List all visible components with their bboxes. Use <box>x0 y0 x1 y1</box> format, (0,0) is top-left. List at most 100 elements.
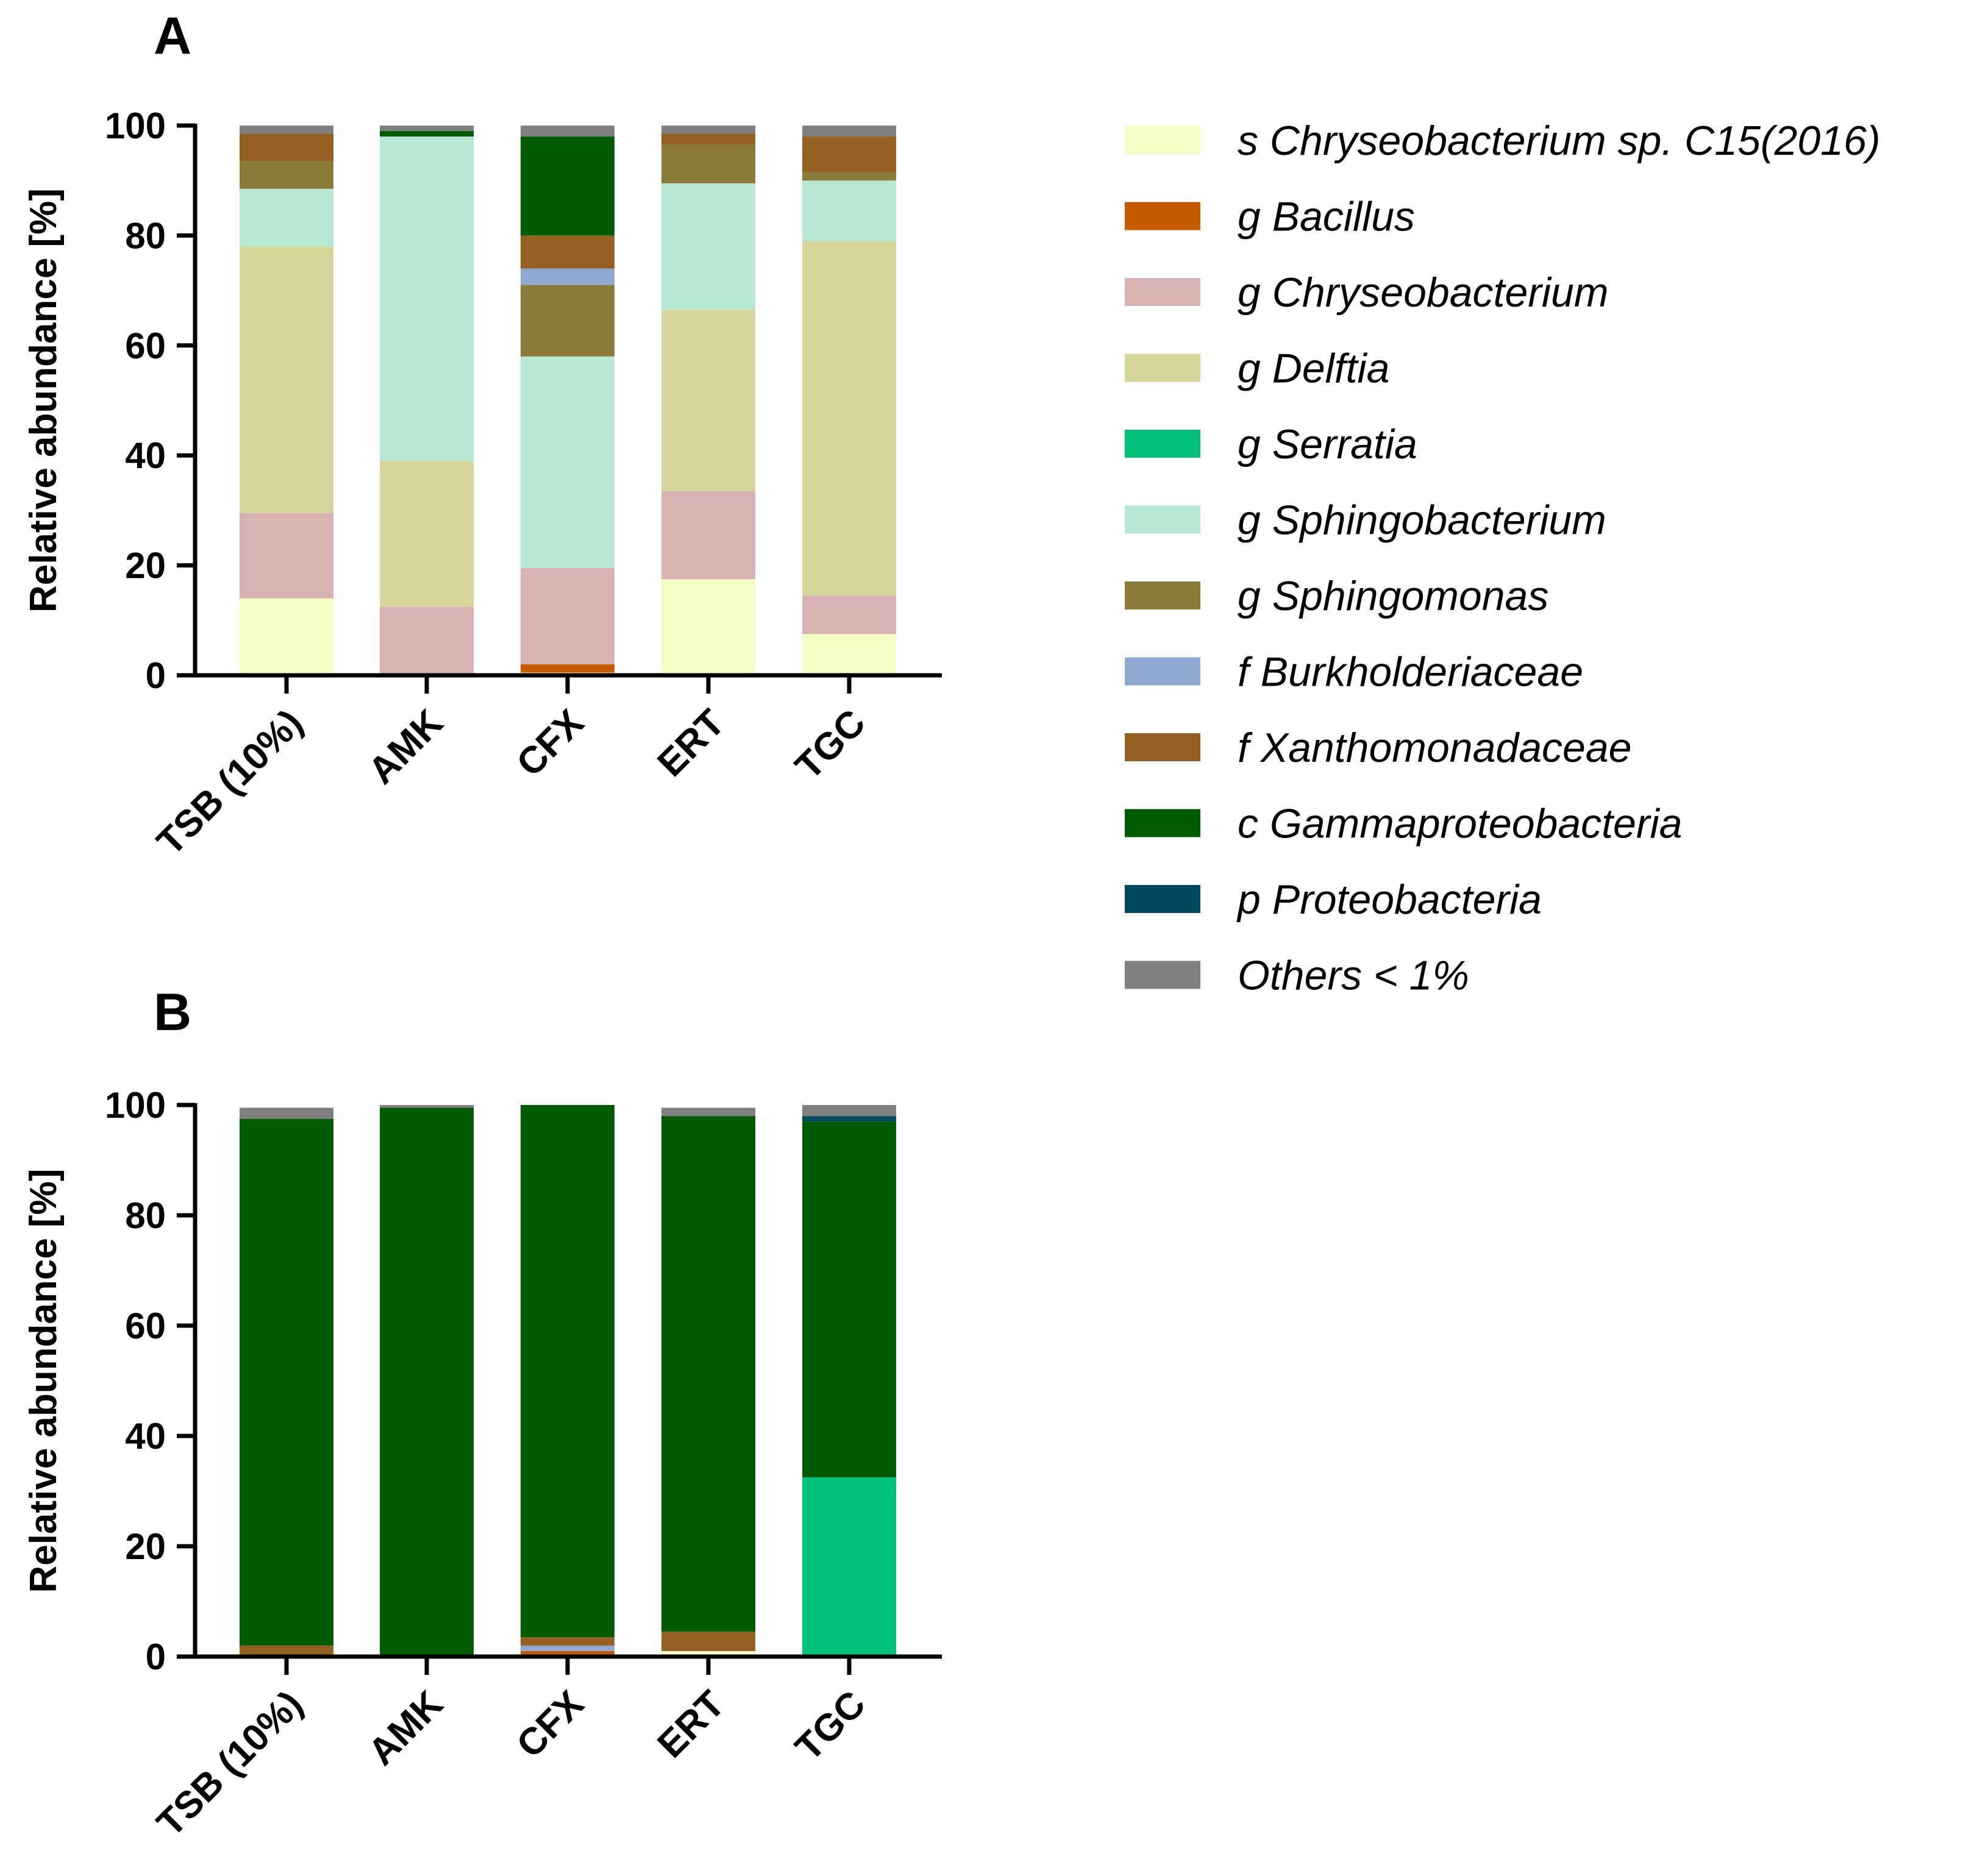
bar-segment-cfx-g-sphingomonas <box>521 285 615 357</box>
legend-label-g-serratia: g Serratia <box>1238 421 1417 467</box>
bar-segment-cfx-f-xanthomonadaceae <box>521 1637 615 1646</box>
bar-segment-amk-others-1 <box>380 126 474 132</box>
bar-segment-tgc-s-chryseobacterium-sp-c15-2016 <box>802 634 896 675</box>
bar-segment-cfx-c-gammaproteobacteria <box>521 1105 615 1638</box>
bar-segment-tsb-10-f-xanthomonadaceae <box>240 133 333 162</box>
y-tick-label: 80 <box>125 1195 166 1236</box>
y-tick-label: 20 <box>125 545 166 586</box>
bar-segment-cfx-c-gammaproteobacteria <box>521 137 615 236</box>
legend: s Chryseobacterium sp. C15(2016) g Bacill… <box>1125 118 1880 999</box>
bar-segment-cfx-g-bacillus <box>521 664 615 673</box>
legend-label-g-sphingobacterium: g Sphingobacterium <box>1238 497 1606 544</box>
bar-segment-tsb-10-c-gammaproteobacteria <box>240 1118 333 1646</box>
y-tick-label: 40 <box>125 435 166 476</box>
legend-label-g-chryseobacterium: g Chryseobacterium <box>1238 269 1608 316</box>
legend-label-g-delftia: g Delftia <box>1238 346 1389 392</box>
panel-letter: A <box>154 7 191 65</box>
bar-segment-ert-f-xanthomonadaceae <box>661 133 755 145</box>
y-tick-label: 60 <box>125 1306 166 1346</box>
x-tick-label-amk: AMK <box>360 702 451 792</box>
x-tick-label-tsb-10: TSB (10%) <box>149 1683 311 1845</box>
legend-swatch-g-chryseobacterium <box>1125 278 1200 306</box>
bar-segment-ert-c-gammaproteobacteria <box>661 1116 755 1632</box>
legend-swatch-p-proteobacteria <box>1125 885 1200 913</box>
bar-segment-tgc-g-delftia <box>802 241 896 596</box>
x-tick-label-ert: ERT <box>649 702 733 785</box>
bar-segment-ert-g-sphingobacterium <box>661 183 755 310</box>
bar-segment-cfx-f-burkholderiaceae <box>521 268 615 285</box>
y-tick-label: 0 <box>146 1636 166 1677</box>
legend-label-p-proteobacteria: p Proteobacteria <box>1236 876 1542 923</box>
bar-segment-tgc-others-1 <box>802 1105 896 1117</box>
legend-swatch-g-bacillus <box>1125 202 1200 230</box>
legend-swatch-g-sphingobacterium <box>1125 505 1200 534</box>
bar-segment-cfx-g-chryseobacterium <box>521 568 615 664</box>
x-tick-label-amk: AMK <box>360 1683 451 1774</box>
legend-label-f-burkholderiaceae: f Burkholderiaceae <box>1238 649 1583 695</box>
bar-segment-tsb-10-f-xanthomonadaceae <box>240 1645 333 1657</box>
bar-segment-cfx-others-1 <box>521 126 615 137</box>
legend-label-others-1: Others < 1% <box>1238 953 1469 999</box>
bar-segment-tsb-10-s-chryseobacterium-sp-c15-2016 <box>240 598 333 675</box>
bar-segment-ert-g-chryseobacterium <box>661 491 755 580</box>
bar-segment-tgc-g-sphingomonas <box>802 172 896 181</box>
legend-swatch-s-chryseobacterium-sp-c15-2016 <box>1125 126 1200 154</box>
y-tick-label: 60 <box>125 325 166 366</box>
panel-letter: B <box>154 983 191 1042</box>
bar-segment-tgc-p-proteobacteria <box>802 1116 896 1122</box>
x-tick-label-ert: ERT <box>649 1683 733 1766</box>
legend-label-g-bacillus: g Bacillus <box>1238 194 1415 240</box>
bar-segment-amk-c-gammaproteobacteria <box>380 1107 474 1657</box>
bar-segment-tgc-f-xanthomonadaceae <box>802 137 896 172</box>
bar-segment-cfx-f-xanthomonadaceae <box>521 235 615 269</box>
x-tick-label-cfx: CFX <box>508 1683 591 1766</box>
bar-segment-amk-others-1 <box>380 1105 474 1108</box>
bar-segment-tsb-10-others-1 <box>240 126 333 134</box>
legend-swatch-f-burkholderiaceae <box>1125 657 1200 686</box>
y-axis-title: Relative abundance [%] <box>23 188 65 613</box>
bar-segment-tsb-10-g-sphingomonas <box>240 161 333 189</box>
y-tick-label: 80 <box>125 215 166 256</box>
x-tick-label-cfx: CFX <box>508 702 591 784</box>
x-tick-label-tgc: TGC <box>788 1683 874 1769</box>
legend-label-f-xanthomonadaceae: f Xanthomonadaceae <box>1238 725 1632 771</box>
bar-segment-tgc-g-chryseobacterium <box>802 595 896 634</box>
y-axis-title: Relative abundance [%] <box>23 1169 65 1593</box>
legend-swatch-g-delftia <box>1125 354 1200 382</box>
bar-segment-tsb-10-g-delftia <box>240 246 333 513</box>
bar-segment-ert-f-xanthomonadaceae <box>661 1632 755 1651</box>
bar-segment-tgc-g-serratia <box>802 1477 896 1657</box>
bar-segment-amk-g-delftia <box>380 461 474 607</box>
legend-label-s-chryseobacterium-sp-c15-2016: s Chryseobacterium sp. C15(2016) <box>1238 118 1880 164</box>
y-tick-label: 0 <box>146 655 166 696</box>
legend-label-g-sphingomonas: g Sphingomonas <box>1238 573 1548 619</box>
bar-segment-tgc-g-sphingobacterium <box>802 180 896 241</box>
legend-swatch-c-gammaproteobacteria <box>1125 809 1200 837</box>
y-tick-label: 20 <box>125 1526 166 1567</box>
bar-segment-ert-others-1 <box>661 1107 755 1117</box>
bar-segment-cfx-f-burkholderiaceae <box>521 1645 615 1651</box>
legend-swatch-g-sphingomonas <box>1125 581 1200 609</box>
legend-label-c-gammaproteobacteria: c Gammaproteobacteria <box>1238 801 1682 847</box>
y-tick-label: 100 <box>105 1085 166 1126</box>
legend-swatch-others-1 <box>1125 961 1200 989</box>
x-tick-label-tsb-10: TSB (10%) <box>149 702 311 864</box>
bar-segment-ert-s-chryseobacterium-sp-c15-2016 <box>661 1650 755 1657</box>
bar-segment-cfx-g-sphingobacterium <box>521 356 615 569</box>
bar-segment-amk-g-chryseobacterium <box>380 606 474 675</box>
panel-a: A 0 20 40 60 80 100 TSB (10%) AMK CFX ERT TGC Relati… <box>23 7 942 864</box>
bar-segment-ert-others-1 <box>661 126 755 134</box>
bar-segment-tgc-c-gammaproteobacteria <box>802 1121 896 1477</box>
bar-segment-ert-g-delftia <box>661 310 755 491</box>
bar-segment-amk-c-gammaproteobacteria <box>380 131 474 137</box>
bar-segment-tsb-10-g-sphingobacterium <box>240 188 333 247</box>
bar-segment-tgc-others-1 <box>802 126 896 137</box>
y-tick-label: 100 <box>105 105 166 146</box>
y-tick-label: 40 <box>125 1416 166 1457</box>
bar-segment-ert-s-chryseobacterium-sp-c15-2016 <box>661 579 755 675</box>
x-tick-label-tgc: TGC <box>788 702 874 787</box>
legend-swatch-g-serratia <box>1125 430 1200 458</box>
bar-segment-tsb-10-g-chryseobacterium <box>240 513 333 599</box>
panel-b: B 0 20 40 60 80 100 TSB (10%) AMK CFX ERT TGC Relati… <box>23 983 942 1845</box>
